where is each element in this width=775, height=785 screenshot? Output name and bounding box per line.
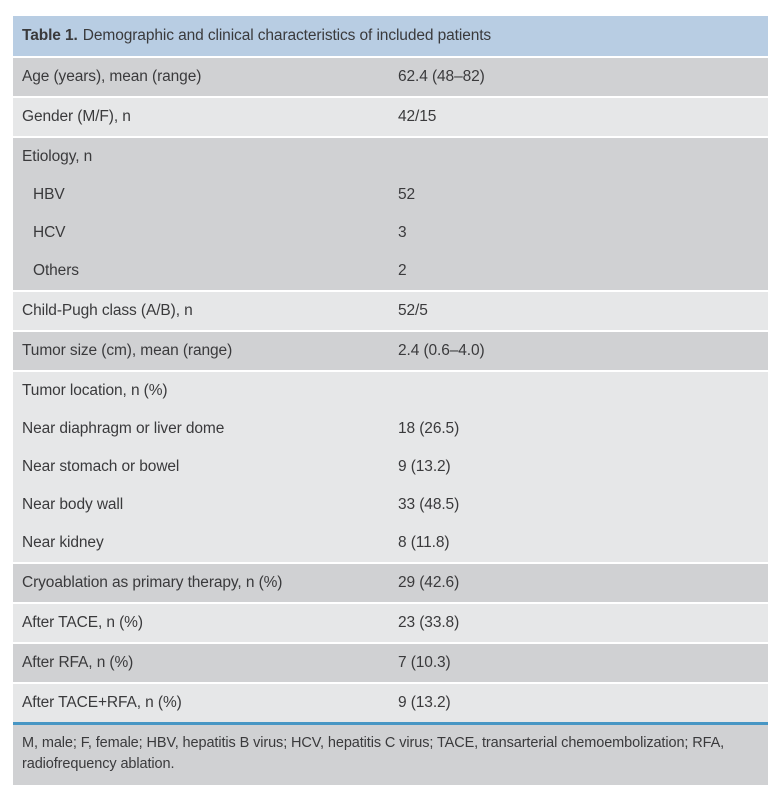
row-value: 9 (13.2) [398,458,451,475]
row-value: 29 (42.6) [398,574,460,591]
table-row: Tumor size (cm), mean (range) 2.4 (0.6–4.… [13,332,768,370]
row-value: 52/5 [398,302,428,319]
row-label: Age (years), mean (range) [22,68,202,85]
table-row: Child-Pugh class (A/B), n 52/5 [13,292,768,330]
table-row: Tumor location, n (%) [13,372,768,410]
table-band: After RFA, n (%) 7 (10.3) [13,644,768,682]
table-row: After TACE, n (%) 23 (33.8) [13,604,768,642]
table-band: After TACE, n (%) 23 (33.8) [13,604,768,642]
table-number-label: Table 1. [22,27,78,44]
table-header: Table 1. Demographic and clinical charac… [13,16,768,56]
row-label: Tumor location, n (%) [22,382,168,399]
row-value: 52 [398,186,416,203]
table-body: Age (years), mean (range) 62.4 (48–82) Gen… [13,58,768,722]
row-label: Near diaphragm or liver dome [22,420,225,437]
row-label: Tumor size (cm), mean (range) [22,342,233,359]
table-row: After RFA, n (%) 7 (10.3) [13,644,768,682]
row-label: Near stomach or bowel [22,458,180,475]
table-row: Etiology, n [13,138,768,176]
row-label: Near body wall [22,496,124,513]
table-band: Age (years), mean (range) 62.4 (48–82) [13,58,768,96]
row-value: 9 (13.2) [398,694,451,711]
row-label: Child-Pugh class (A/B), n [22,302,193,319]
table-row: Gender (M/F), n 42/15 [13,98,768,136]
table-row: Near diaphragm or liver dome 18 (26.5) [13,410,768,448]
table-row: HBV 52 [13,176,768,214]
row-label: After RFA, n (%) [22,654,134,671]
table-row: Near kidney 8 (11.8) [13,524,768,562]
row-value: 33 (48.5) [398,496,460,513]
row-value: 2 [398,262,407,279]
row-label: After TACE, n (%) [22,614,143,631]
row-label: Gender (M/F), n [22,108,131,125]
table-row: HCV 3 [13,214,768,252]
row-value: 62.4 (48–82) [398,68,485,85]
table-band: Gender (M/F), n 42/15 [13,98,768,136]
table-band: Tumor size (cm), mean (range) 2.4 (0.6–4.… [13,332,768,370]
row-label: HCV [33,224,66,241]
table-row: Others 2 [13,252,768,290]
row-label: HBV [33,186,65,203]
row-label: Near kidney [22,534,104,551]
table-title: Demographic and clinical characteristics… [82,27,492,44]
table-band: After TACE+RFA, n (%) 9 (13.2) [13,684,768,722]
table-row: Cryoablation as primary therapy, n (%) 29… [13,564,768,602]
footnote-divider [13,722,768,725]
row-value: 8 (11.8) [398,534,450,551]
table-band: Tumor location, n (%) Near diaphragm or l… [13,372,768,562]
table-band: Etiology, n HBV 52 HCV 3 Others 2 [13,138,768,290]
row-value: 42/15 [398,108,437,125]
table-row: Near body wall 33 (48.5) [13,486,768,524]
table-row: After TACE+RFA, n (%) 9 (13.2) [13,684,768,722]
table-row: Near stomach or bowel 9 (13.2) [13,448,768,486]
table-footnote: M, male; F, female; HBV, hepatitis B vir… [13,725,768,785]
row-value: 3 [398,224,407,241]
row-label: Etiology, n [22,148,93,165]
row-value: 7 (10.3) [398,654,451,671]
table-1: Table 1. Demographic and clinical charac… [13,16,768,785]
table-band: Child-Pugh class (A/B), n 52/5 [13,292,768,330]
table-row: Age (years), mean (range) 62.4 (48–82) [13,58,768,96]
row-label: After TACE+RFA, n (%) [22,694,182,711]
row-label: Others [33,262,79,279]
row-label: Cryoablation as primary therapy, n (%) [22,574,283,591]
row-value: 18 (26.5) [398,420,460,437]
row-value: 23 (33.8) [398,614,460,631]
table-band: Cryoablation as primary therapy, n (%) 29… [13,564,768,602]
row-value: 2.4 (0.6–4.0) [398,342,485,359]
